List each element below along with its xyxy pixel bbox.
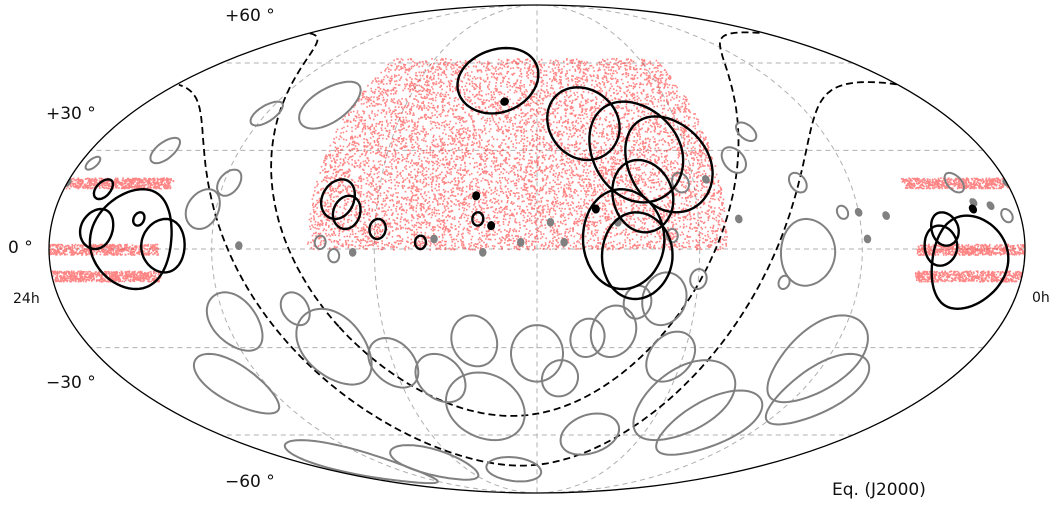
other-region-circle — [986, 201, 995, 210]
highlight-region-circle — [624, 115, 714, 214]
other-region-circle — [559, 412, 621, 456]
other-region-circle — [788, 171, 808, 194]
other-region-circle — [622, 284, 653, 320]
other-region-circle — [479, 248, 487, 257]
other-region-circle — [735, 121, 758, 142]
highlight-region-circle — [88, 188, 173, 291]
other-region-circle — [882, 211, 890, 220]
other-regions — [65, 80, 1014, 485]
highlight-region-circle — [331, 194, 362, 231]
dec-label-0: 0 ° — [8, 238, 33, 258]
highlight-region-circle — [930, 214, 1010, 311]
other-region-circle — [655, 389, 764, 456]
survey-point-cloud — [49, 57, 1025, 283]
other-region-circle — [720, 146, 747, 174]
other-region-circle — [645, 330, 697, 383]
other-region-circle — [943, 171, 965, 194]
other-region-circle — [780, 217, 837, 287]
highlight-region-circle — [600, 211, 674, 301]
other-region-circle — [835, 204, 850, 220]
other-region-circle — [689, 268, 708, 290]
other-region-circle — [444, 371, 526, 442]
sky-plot-area — [49, 5, 1025, 493]
other-region-circle — [249, 100, 284, 127]
highlight-region-circle — [591, 204, 600, 214]
other-region-circle — [367, 337, 420, 389]
other-region-circle — [589, 304, 638, 359]
other-region-circle — [517, 238, 525, 247]
other-region-circle — [313, 234, 327, 250]
other-region-circle — [510, 324, 564, 383]
frame-label: Eq. (J2000) — [832, 480, 926, 500]
highlight-region-circle — [968, 204, 977, 214]
other-region-circle — [560, 238, 568, 247]
highlight-region-circle — [78, 207, 115, 251]
other-region-circle — [485, 456, 543, 483]
other-region-circle — [389, 444, 480, 481]
highlight-region-circle — [923, 224, 959, 267]
other-region-circle — [349, 248, 357, 257]
highlight-region-circle — [611, 158, 675, 234]
galactic-boundary-line — [270, 31, 760, 417]
other-region-circle — [205, 291, 264, 352]
ra-label-left: 24h — [13, 291, 40, 307]
highlight-regions — [78, 46, 1010, 311]
highlight-region-circle — [139, 217, 186, 274]
other-region-circle — [702, 175, 710, 184]
dec-label-plus60: +60 ° — [225, 6, 275, 26]
highlight-region-circle — [930, 211, 960, 247]
highlight-region-circle — [368, 217, 388, 241]
dec-label-plus30: +30 ° — [46, 104, 96, 124]
ra-label-right: 0h — [1032, 290, 1050, 306]
other-region-circle — [298, 80, 362, 130]
other-region-circle — [184, 188, 221, 230]
other-region-circle — [641, 271, 688, 327]
ra-gridline — [211, 5, 514, 493]
other-region-circle — [235, 241, 243, 250]
other-region-circle — [777, 274, 791, 290]
other-region-circle — [149, 136, 181, 165]
other-region-circle — [764, 352, 871, 426]
highlight-region-circle — [92, 178, 115, 201]
other-region-circle — [863, 234, 872, 244]
highlight-region-circle — [413, 234, 428, 251]
other-region-circle — [327, 248, 341, 264]
survey-points — [49, 57, 1025, 283]
map-frame — [48, 4, 1026, 494]
other-region-circle — [735, 214, 743, 224]
highlight-region-circle — [319, 178, 356, 221]
other-region-circle — [84, 155, 102, 171]
other-region-circle — [546, 217, 555, 227]
other-region-circle — [540, 359, 579, 398]
highlight-region-circle — [472, 191, 481, 201]
other-region-circle — [854, 208, 863, 217]
ra-gridline — [560, 5, 863, 493]
other-region-circle — [279, 291, 311, 327]
dec-label-minus30: −30 ° — [46, 373, 96, 393]
other-region-circle — [216, 168, 243, 197]
other-region-circle — [632, 359, 737, 442]
galactic-boundary — [178, 31, 897, 467]
highlight-region-circle — [581, 188, 666, 291]
highlight-region-circle — [456, 46, 540, 115]
other-region-circle — [1000, 208, 1014, 224]
galactic-boundary-line — [178, 81, 897, 467]
highlight-region-circle — [487, 221, 495, 231]
other-region-circle — [569, 317, 606, 359]
other-region-circle — [65, 178, 1009, 187]
other-region-circle — [766, 314, 869, 404]
highlight-region-circle — [500, 97, 509, 106]
other-region-circle — [295, 307, 373, 386]
other-region-circle — [671, 171, 690, 194]
highlight-region-circle — [546, 86, 621, 162]
other-region-circle — [192, 352, 281, 415]
highlight-region-circle — [471, 211, 485, 227]
dec-label-minus60: −60 ° — [225, 472, 275, 492]
other-region-circle — [430, 234, 438, 244]
other-region-circle — [283, 439, 439, 485]
highlight-region-circle — [588, 100, 685, 204]
highlight-region-circle — [132, 211, 146, 227]
other-region-circle — [450, 314, 499, 368]
